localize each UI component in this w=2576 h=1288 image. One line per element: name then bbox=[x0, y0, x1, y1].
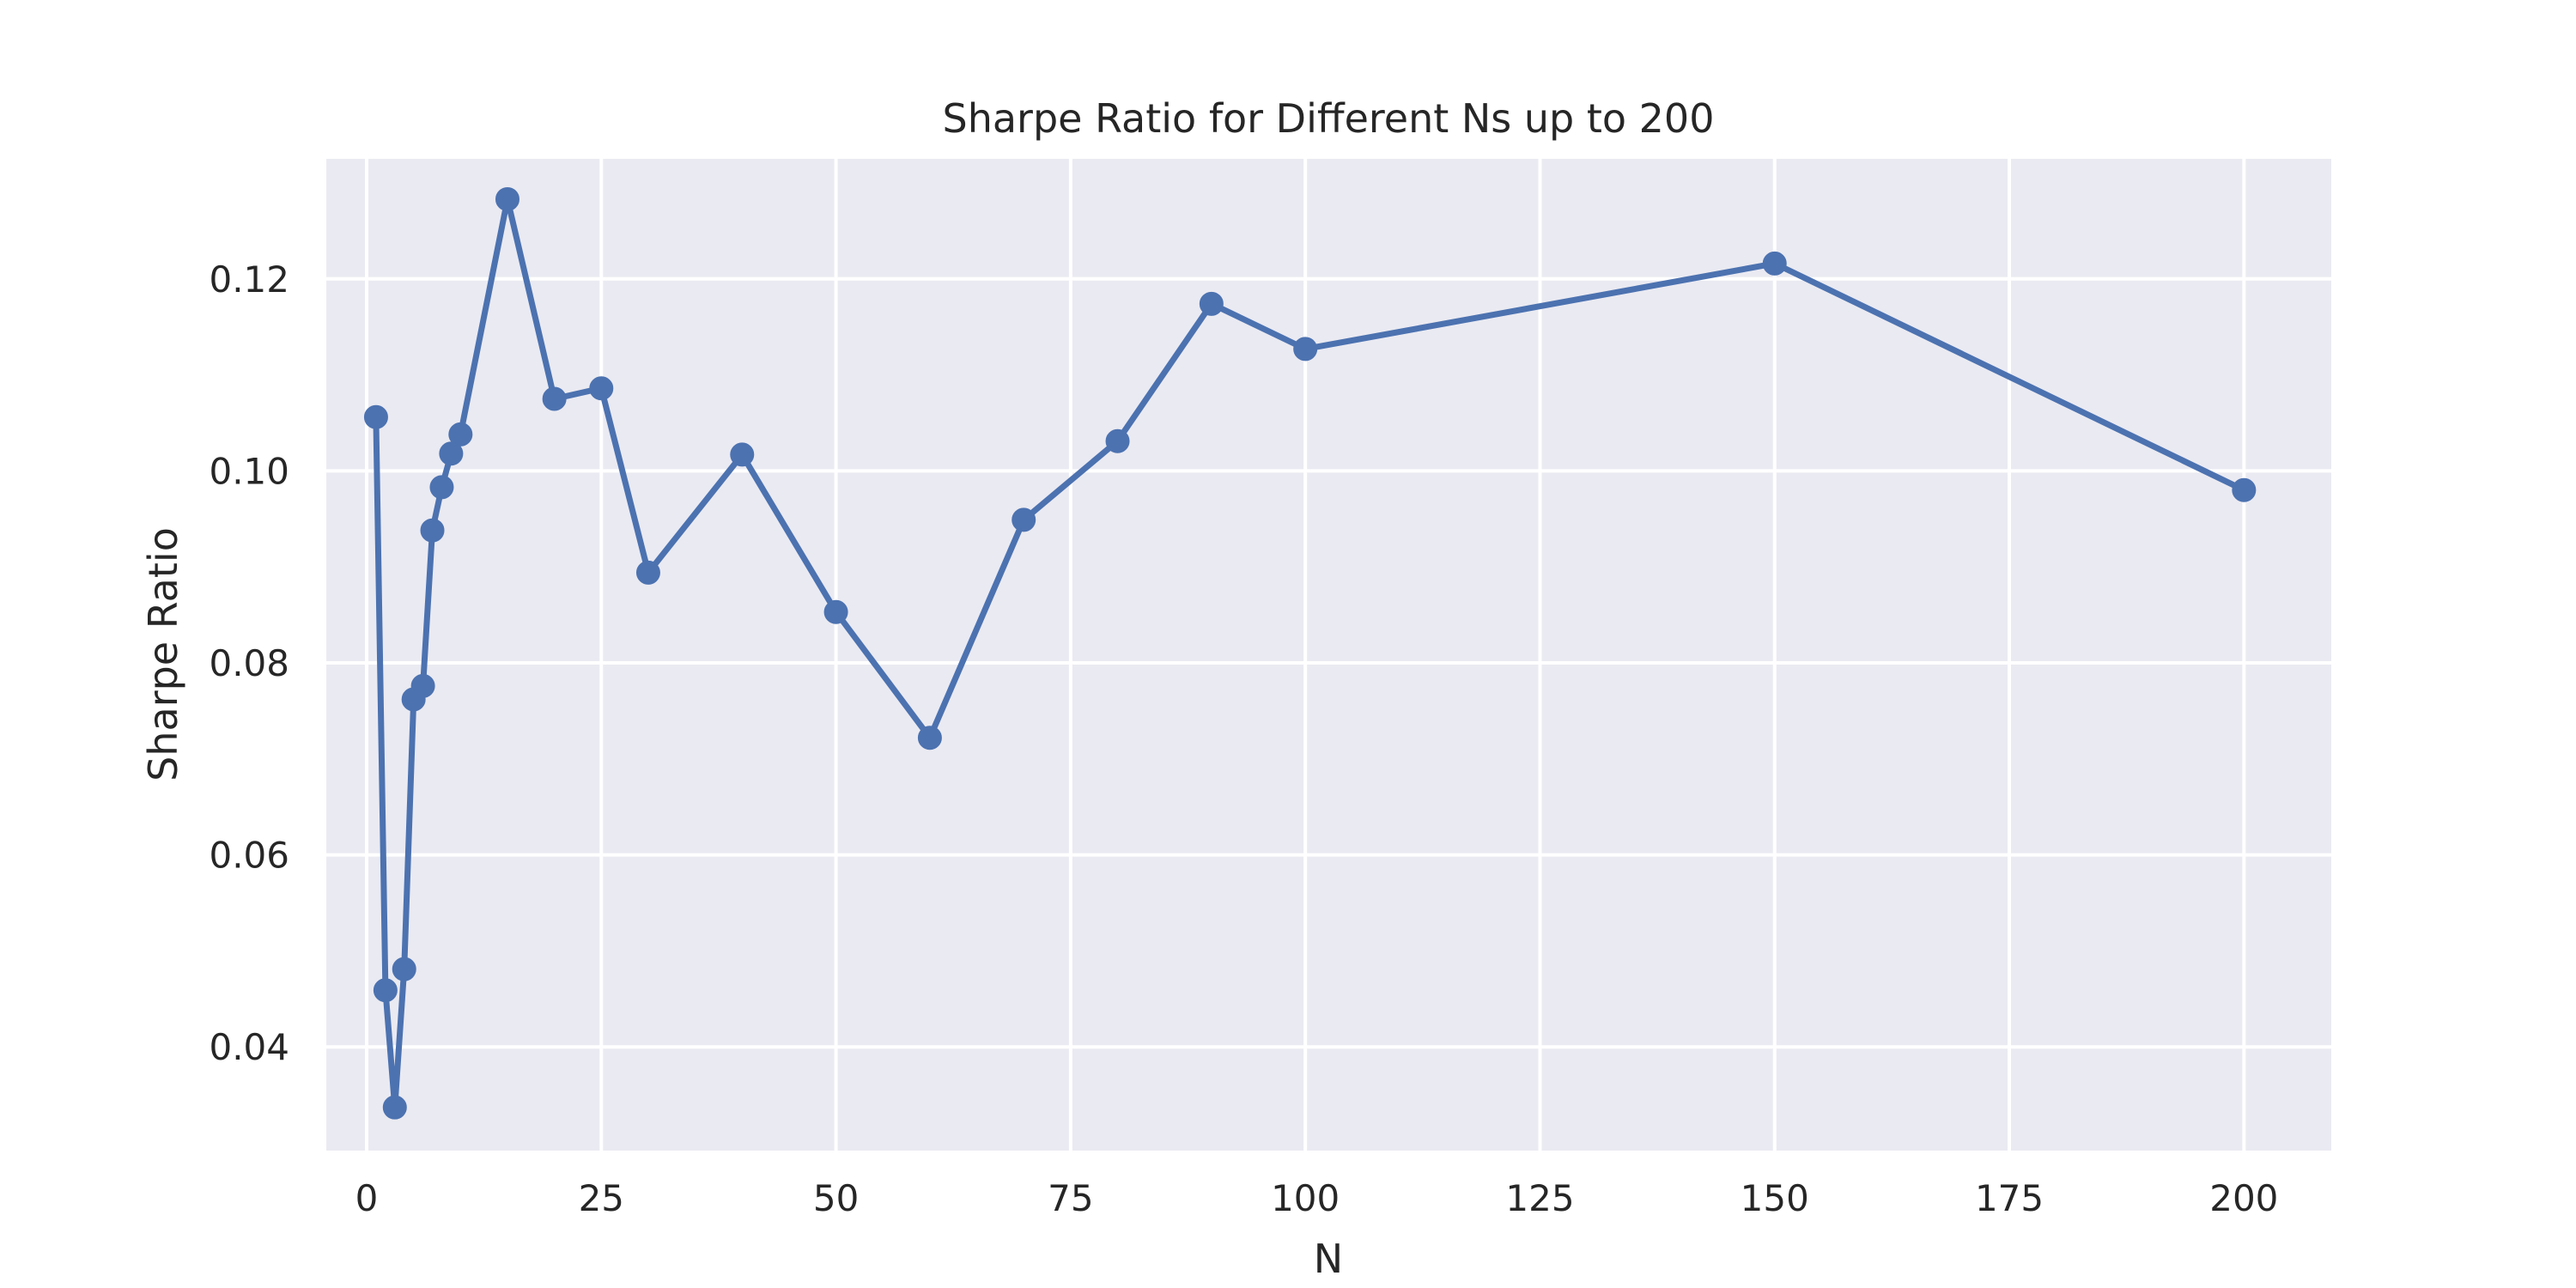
data-point bbox=[363, 404, 388, 429]
x-tick-label: 25 bbox=[579, 1177, 624, 1219]
y-axis-label: Sharpe Ratio bbox=[140, 527, 186, 781]
x-tick-label: 175 bbox=[1975, 1177, 2044, 1219]
x-tick-label: 75 bbox=[1048, 1177, 1093, 1219]
y-tick-label: 0.12 bbox=[209, 258, 289, 301]
y-tick-label: 0.08 bbox=[209, 642, 289, 684]
y-tick-label: 0.04 bbox=[209, 1026, 289, 1068]
data-point bbox=[1293, 337, 1318, 361]
x-grid bbox=[365, 159, 2246, 1151]
data-point bbox=[420, 518, 445, 543]
data-point bbox=[382, 1095, 407, 1120]
y-tick-labels: 0.04 0.06 0.08 0.10 0.12 bbox=[209, 258, 289, 1068]
data-point bbox=[410, 673, 435, 698]
data-point bbox=[542, 386, 567, 411]
y-tick-label: 0.10 bbox=[209, 450, 289, 492]
data-point bbox=[1199, 291, 1224, 316]
series-points bbox=[363, 186, 2257, 1120]
data-point bbox=[730, 442, 755, 467]
data-point bbox=[439, 441, 464, 466]
data-point bbox=[392, 957, 416, 981]
data-point bbox=[917, 726, 942, 750]
chart-title: Sharpe Ratio for Different Ns up to 200 bbox=[943, 95, 1715, 142]
x-tick-label: 150 bbox=[1741, 1177, 1809, 1219]
x-tick-label: 0 bbox=[355, 1177, 379, 1219]
data-point bbox=[823, 599, 848, 624]
data-point bbox=[1105, 428, 1130, 453]
x-tick-labels: 0 25 50 75 100 125 150 175 200 bbox=[355, 1177, 2279, 1219]
data-point bbox=[589, 376, 614, 401]
data-point bbox=[373, 978, 398, 1003]
plot-area bbox=[326, 159, 2331, 1151]
x-axis-label: N bbox=[1314, 1236, 1343, 1282]
x-tick-label: 200 bbox=[2209, 1177, 2278, 1219]
data-point bbox=[429, 475, 454, 500]
data-point bbox=[495, 186, 519, 211]
x-tick-label: 50 bbox=[813, 1177, 859, 1219]
data-point bbox=[635, 560, 660, 585]
data-point bbox=[1012, 507, 1036, 532]
x-tick-label: 100 bbox=[1271, 1177, 1340, 1219]
data-point bbox=[1762, 251, 1787, 276]
data-point bbox=[448, 422, 473, 447]
y-tick-label: 0.06 bbox=[209, 835, 289, 877]
y-grid bbox=[326, 276, 2331, 1049]
data-point bbox=[2232, 477, 2257, 502]
x-tick-label: 125 bbox=[1505, 1177, 1574, 1219]
